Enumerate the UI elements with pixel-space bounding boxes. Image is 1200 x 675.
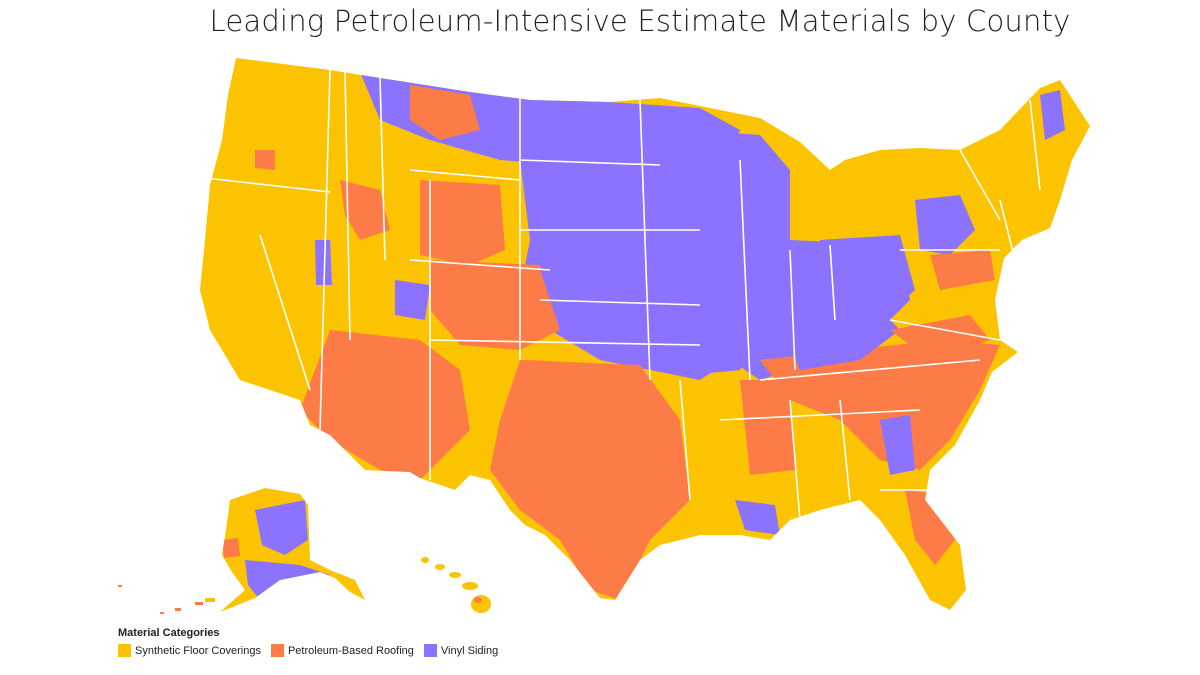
legend-item-synthetic-floor: Synthetic Floor Coverings bbox=[118, 644, 261, 657]
region-kansas-vinyl bbox=[540, 270, 655, 330]
legend-label-vinyl: Vinyl Siding bbox=[440, 644, 499, 657]
region-georgia-vinyl bbox=[880, 415, 915, 475]
alaska-roofing-west bbox=[222, 538, 240, 558]
region-maine-vinyl bbox=[1040, 90, 1065, 140]
legend-title: Material Categories bbox=[118, 627, 220, 639]
legend-label-roofing: Petroleum-Based Roofing bbox=[287, 644, 414, 657]
legend-label-synthetic-floor: Synthetic Floor Coverings bbox=[135, 644, 261, 657]
region-appalachia-vinyl bbox=[780, 300, 900, 370]
region-missouri-vinyl bbox=[650, 275, 760, 375]
hawaii bbox=[421, 557, 491, 613]
map-legend: Material Categories Synthetic Floor Cove… bbox=[118, 627, 508, 657]
region-montana-roofing bbox=[410, 85, 480, 140]
region-wisconsin-vinyl bbox=[690, 130, 790, 230]
legend-swatch-vinyl bbox=[423, 644, 437, 657]
region-utah-vinyl bbox=[395, 280, 430, 320]
alaska-vinyl-interior bbox=[255, 500, 308, 555]
region-colorado-roofing bbox=[430, 260, 560, 350]
region-wyoming-roofing bbox=[420, 180, 505, 265]
legend-swatch-roofing bbox=[270, 644, 284, 657]
region-northeast-vinyl bbox=[915, 195, 975, 255]
region-louisiana-vinyl bbox=[735, 500, 780, 535]
region-pennsylvania-roofing bbox=[930, 250, 995, 290]
region-texas-roofing bbox=[490, 360, 690, 600]
alaska bbox=[220, 488, 365, 612]
region-oregon-roofing bbox=[255, 150, 275, 170]
contiguous-us bbox=[200, 58, 1090, 610]
region-nevada-vinyl bbox=[315, 240, 332, 285]
region-mississippi-mixed bbox=[740, 380, 795, 475]
region-virginia-roofing bbox=[890, 315, 990, 360]
region-ohio-vinyl bbox=[820, 235, 915, 320]
region-idaho-mixed bbox=[340, 180, 390, 240]
legend-item-vinyl: Vinyl Siding bbox=[423, 644, 499, 657]
legend-swatch-synthetic-floor bbox=[118, 644, 131, 657]
legend-item-roofing: Petroleum-Based Roofing bbox=[270, 644, 414, 657]
region-oklahoma-mixed bbox=[530, 360, 620, 420]
aleutian-islands bbox=[118, 585, 215, 614]
region-southeast-roofing bbox=[760, 340, 1000, 470]
region-southwest-roofing bbox=[300, 330, 470, 480]
map-title: Leading Petroleum-Intensive Estimate Mat… bbox=[209, 4, 1071, 38]
state-borders bbox=[204, 69, 1041, 521]
